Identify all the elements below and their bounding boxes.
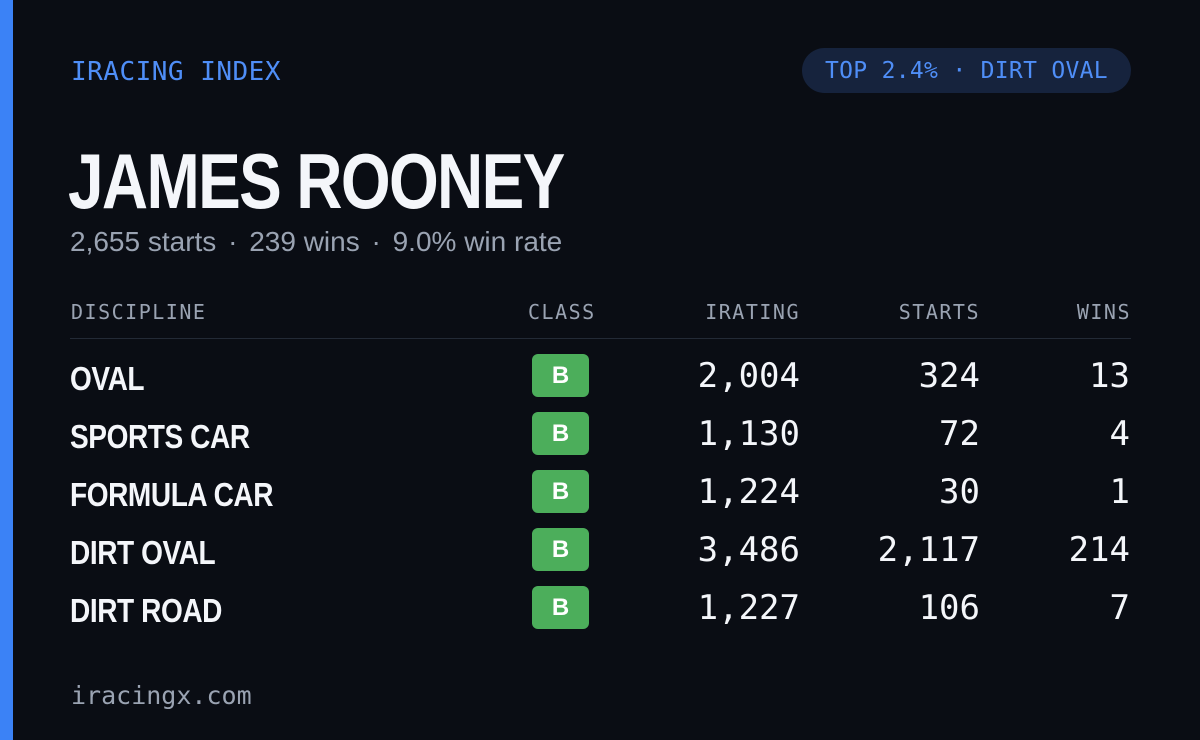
discipline-name: SPORTS CAR [70,418,250,455]
header-starts: STARTS [898,300,980,324]
header-discipline: DISCIPLINE [71,300,207,324]
table-row: FORMULA CAR B 1,224 30 1 [70,470,1131,520]
starts-value: 2,117 [877,530,980,570]
irating-value: 2,004 [697,356,800,396]
table-row: SPORTS CAR B 1,130 72 4 [70,412,1131,462]
class-badge: B [532,528,589,571]
table-row: OVAL B 2,004 324 13 [70,354,1131,404]
summary-win-rate: 9.0% win rate [392,226,563,257]
class-badge: B [532,470,589,513]
starts-value: 30 [939,472,980,512]
rank-badge: TOP 2.4% · DIRT OVAL [802,48,1131,93]
summary-separator: · [371,226,381,257]
wins-value: 214 [1068,530,1130,570]
discipline-name: OVAL [70,360,145,397]
wins-value: 7 [1109,588,1130,628]
table-row: DIRT ROAD B 1,227 106 7 [70,586,1131,636]
irating-value: 3,486 [697,530,800,570]
header-wins: WINS [1076,300,1131,324]
driver-summary: 2,655 starts · 239 wins · 9.0% win rate [70,226,562,258]
wins-value: 13 [1089,356,1130,396]
table-row: DIRT OVAL B 3,486 2,117 214 [70,528,1131,578]
header-class: CLASS [528,300,596,324]
brand-label: IRACING INDEX [71,57,281,87]
class-badge: B [532,354,589,397]
starts-value: 324 [918,356,980,396]
table-header: DISCIPLINE CLASS IRATING STARTS WINS [70,300,1131,339]
discipline-name: DIRT OVAL [70,534,216,571]
class-badge: B [532,586,589,629]
irating-value: 1,224 [697,472,800,512]
summary-starts: 2,655 starts [70,226,217,257]
class-badge: B [532,412,589,455]
wins-value: 1 [1109,472,1130,512]
starts-value: 72 [939,414,980,454]
accent-bar [0,0,13,740]
discipline-name: DIRT ROAD [70,592,223,629]
irating-value: 1,227 [697,588,800,628]
summary-separator: · [228,226,238,257]
summary-wins: 239 wins [249,226,360,257]
wins-value: 4 [1109,414,1130,454]
driver-name: JAMES ROONEY [68,137,565,225]
starts-value: 106 [918,588,980,628]
irating-value: 1,130 [697,414,800,454]
header-irating: IRATING [705,300,800,324]
footer-domain: iracingx.com [71,681,252,710]
discipline-name: FORMULA CAR [70,476,274,513]
